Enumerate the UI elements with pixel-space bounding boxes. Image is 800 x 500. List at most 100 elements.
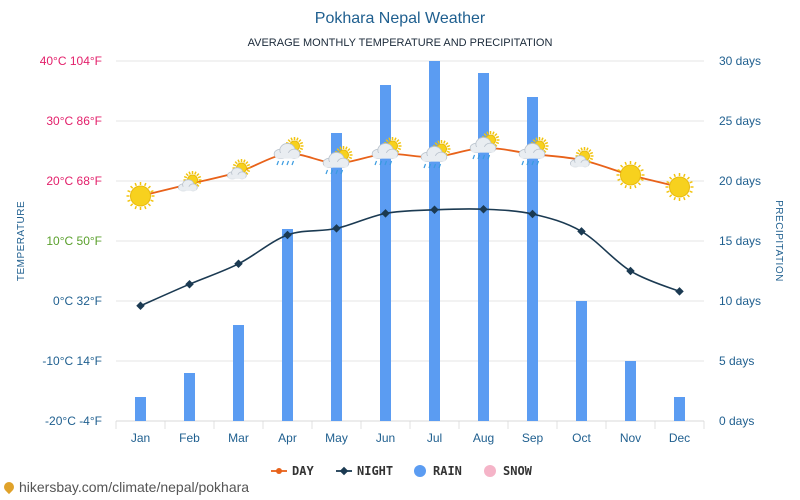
cloud-shape xyxy=(371,143,399,160)
rain-bar xyxy=(478,73,489,421)
legend-swatch-dot xyxy=(484,465,496,477)
night-line xyxy=(140,208,680,307)
sun-ray xyxy=(130,185,134,189)
rain-bar xyxy=(380,85,391,421)
night-point xyxy=(577,227,586,236)
legend-label: DAY xyxy=(292,464,314,478)
sun-ray xyxy=(134,205,137,210)
sun-ray xyxy=(494,143,498,147)
right-tick-label: 15 days xyxy=(719,234,761,248)
rain-cloud-icon xyxy=(273,137,304,166)
partly-cloudy-icon xyxy=(569,147,594,168)
rain-drop xyxy=(423,163,427,169)
cloud-shape xyxy=(322,152,350,169)
sun-ray xyxy=(150,189,154,193)
left-tick-label: 40°C 104°F xyxy=(40,54,102,68)
sun-ray xyxy=(144,182,147,187)
rain-drop xyxy=(531,160,535,166)
sun-ray xyxy=(495,141,500,145)
sun-ray xyxy=(298,139,302,143)
night-point xyxy=(234,259,243,269)
partly-cloudy-icon xyxy=(227,159,251,180)
sun-ray xyxy=(197,175,202,179)
rain-drop xyxy=(384,160,388,166)
sun-ray xyxy=(580,147,583,151)
rain-drop xyxy=(482,154,486,160)
sun-ray xyxy=(188,171,191,175)
sun-ray xyxy=(686,176,690,180)
sun-ray xyxy=(666,180,670,184)
x-tick-label: Oct xyxy=(572,431,591,445)
sun-ray xyxy=(637,182,641,186)
partly-cloudy-icon xyxy=(178,171,202,192)
x-tick-label: Jan xyxy=(131,431,150,445)
rain-drop xyxy=(472,154,476,160)
rain-cloud-icon xyxy=(518,137,549,166)
rain-bar xyxy=(625,361,636,421)
rain-bar xyxy=(429,61,440,421)
sun-ray xyxy=(640,168,644,172)
sun-ray xyxy=(535,137,538,141)
legend-label: RAIN xyxy=(433,464,462,478)
sun-ray xyxy=(183,175,188,179)
rain-drop xyxy=(487,154,491,160)
rain-drop xyxy=(389,160,393,166)
sun-ray xyxy=(397,141,402,145)
sun-ray xyxy=(443,140,446,144)
rain-drop xyxy=(276,160,280,166)
sun-ray xyxy=(437,140,440,144)
sun-ray xyxy=(617,168,621,172)
x-tick-label: Mar xyxy=(228,431,249,445)
sun-ray xyxy=(640,178,644,182)
sun-ray xyxy=(127,199,131,203)
sun-ray xyxy=(683,173,686,178)
left-tick-label: 10°C 50°F xyxy=(46,234,102,248)
cloud-shape xyxy=(420,146,448,163)
night-point xyxy=(136,301,145,311)
cloud-base xyxy=(373,152,397,159)
x-tick-label: Nov xyxy=(620,431,641,445)
rain-bar xyxy=(527,97,538,421)
sun-ray xyxy=(147,203,151,207)
rain-drop xyxy=(526,160,530,166)
sun-ray xyxy=(194,171,197,175)
rain-bar xyxy=(331,133,342,421)
left-axis-label: TEMPERATURE xyxy=(16,201,27,281)
sun-ray xyxy=(634,184,637,189)
rain-drop xyxy=(428,163,432,169)
sun-ray xyxy=(290,137,293,141)
rain-drop xyxy=(335,169,339,175)
sun-disc xyxy=(130,185,151,207)
sun-ray xyxy=(185,173,189,177)
sun-ray xyxy=(586,147,589,151)
x-tick-label: Dec xyxy=(669,431,690,445)
sun-ray xyxy=(196,173,200,177)
sun-ray xyxy=(347,158,351,162)
sun-ray xyxy=(147,185,151,189)
location-pin-icon xyxy=(1,479,17,495)
left-tick-label: 30°C 86°F xyxy=(46,114,102,128)
sun-ray xyxy=(617,178,621,182)
sun-ray xyxy=(348,150,353,154)
rain-drop xyxy=(291,160,295,166)
sun-ray xyxy=(348,156,353,160)
x-tick-label: Jul xyxy=(427,431,442,445)
sun-ray xyxy=(494,133,498,137)
source-link[interactable]: hikersbay.com/climate/nepal/pokhara xyxy=(1,479,249,495)
sun-ray xyxy=(245,171,249,175)
cloud-base xyxy=(422,155,446,162)
sun-ray xyxy=(385,139,389,143)
rain-drop xyxy=(281,160,285,166)
sun-ray xyxy=(673,173,676,178)
sun-ray xyxy=(624,184,627,189)
sun-ray xyxy=(394,137,397,141)
night-point xyxy=(332,224,341,233)
sun-ray xyxy=(620,182,624,186)
sun-ray xyxy=(589,157,594,161)
rain-bar xyxy=(184,373,195,421)
left-tick-label: -20°C -4°F xyxy=(45,414,102,428)
sun-disc xyxy=(620,164,641,186)
cloud-base xyxy=(228,174,246,179)
